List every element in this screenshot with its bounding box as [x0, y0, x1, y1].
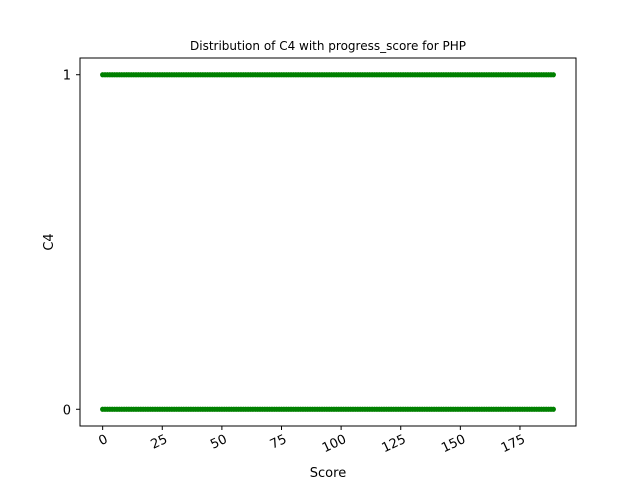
x-tick-label: 50 — [208, 432, 229, 453]
chart-title: Distribution of C4 with progress_score f… — [190, 39, 466, 53]
x-tick-label: 25 — [149, 432, 170, 453]
data-point — [550, 406, 556, 412]
y-tick-label: 0 — [63, 403, 71, 418]
x-axis-label: Score — [310, 466, 346, 480]
y-axis-label: C4 — [42, 233, 57, 250]
y-tick-label: 1 — [63, 69, 71, 84]
x-tick-label: 75 — [268, 432, 289, 453]
data-marks — [100, 72, 556, 412]
plot-frame — [79, 57, 577, 427]
data-point — [550, 72, 556, 78]
y-axis: 01 — [63, 69, 80, 418]
